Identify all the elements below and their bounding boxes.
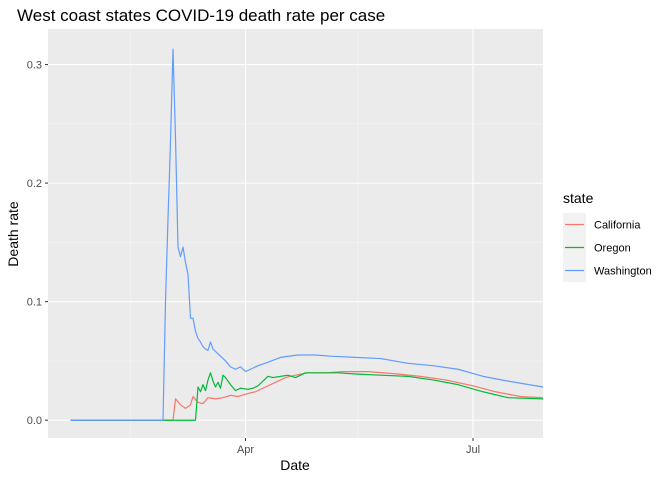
plot-background (48, 29, 543, 438)
x-tick-label: Jul (466, 444, 480, 456)
series-line-washington (70, 48, 544, 421)
y-tick-label: 0.2 (27, 178, 42, 190)
y-axis: 0.0 0.1 0.2 0.3 (27, 60, 48, 427)
legend-items: California Oregon Washington (563, 213, 652, 282)
y-tick-label: 0.0 (27, 415, 42, 427)
legend-title: state (563, 190, 594, 206)
x-tick-label: Apr (237, 444, 254, 456)
legend-label-california: California (594, 220, 641, 232)
series-line-california (70, 371, 544, 421)
x-axis-title: Date (280, 457, 310, 473)
legend: state California Oregon Washington (563, 190, 652, 282)
legend-label-washington: Washington (594, 266, 652, 278)
minor-gridlines (48, 29, 543, 438)
series-lines (70, 48, 544, 421)
y-axis-title: Death rate (5, 201, 21, 267)
y-tick-label: 0.1 (27, 297, 42, 309)
plot-panel (48, 29, 544, 438)
chart-title: West coast states COVID-19 death rate pe… (17, 6, 385, 25)
legend-label-oregon: Oregon (594, 243, 631, 255)
y-tick-label: 0.3 (27, 60, 42, 72)
series-line-oregon (70, 372, 544, 421)
x-axis: Apr Jul (237, 438, 480, 456)
